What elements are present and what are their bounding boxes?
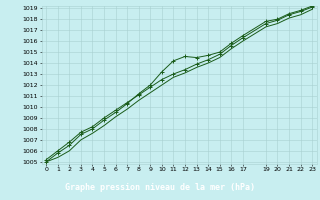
Text: Graphe pression niveau de la mer (hPa): Graphe pression niveau de la mer (hPa) xyxy=(65,182,255,192)
